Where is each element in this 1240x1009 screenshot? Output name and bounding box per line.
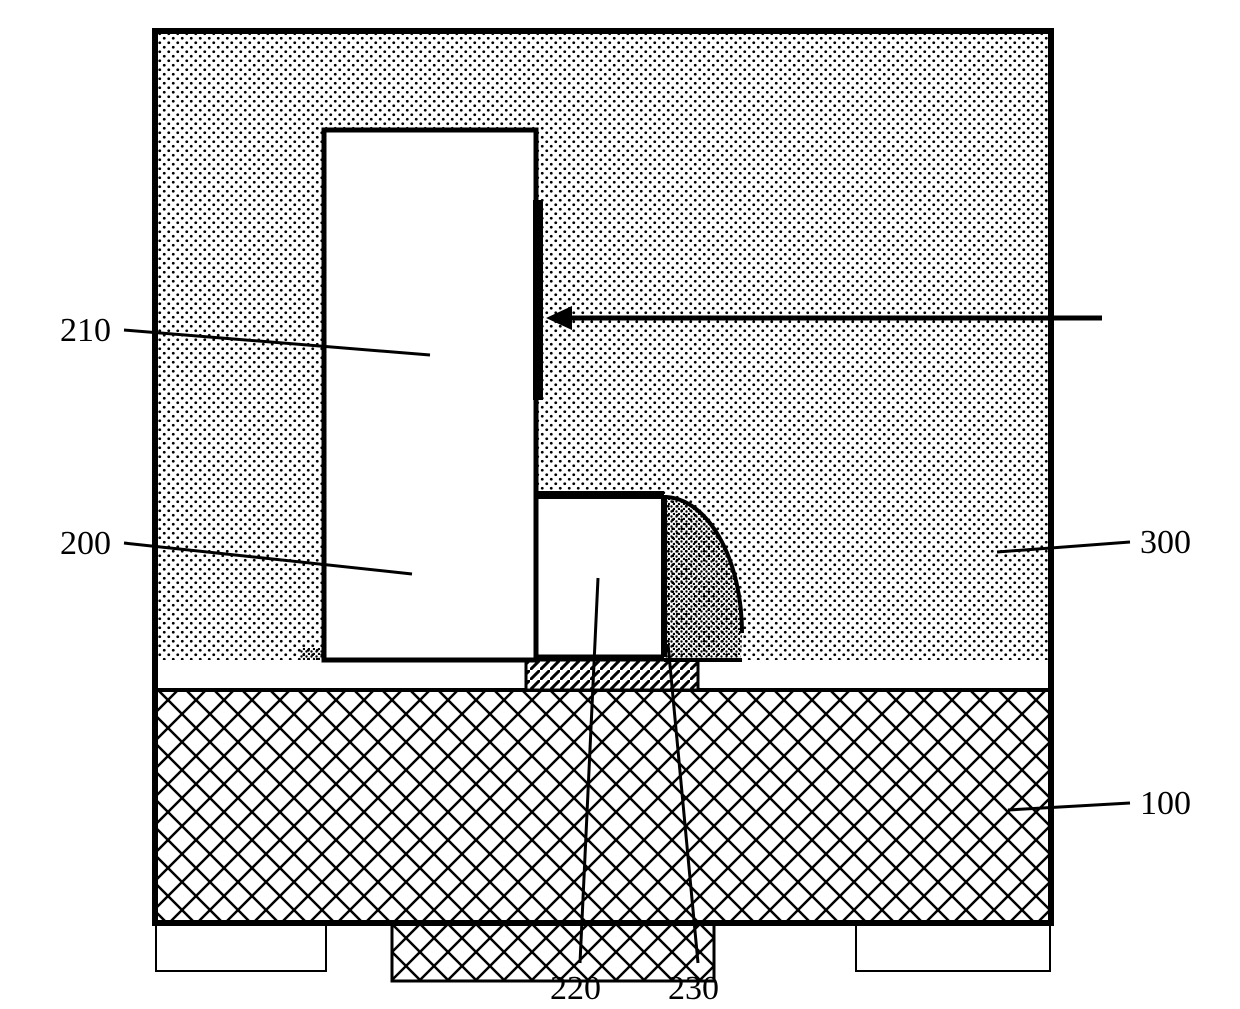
- label-230: 230: [668, 970, 719, 1008]
- side-thick-bar: [533, 200, 543, 400]
- tall-block: [324, 130, 536, 660]
- label-200: 200: [60, 525, 111, 563]
- label-300: 300: [1140, 524, 1191, 562]
- substrate-region: [155, 690, 1051, 923]
- left-foot: [156, 923, 326, 971]
- label-100: 100: [1140, 785, 1191, 823]
- label-210: 210: [60, 312, 111, 350]
- step-block: [536, 495, 664, 657]
- label-220: 220: [550, 970, 601, 1008]
- right-foot: [856, 923, 1050, 971]
